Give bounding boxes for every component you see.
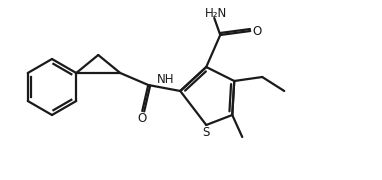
Text: O: O — [253, 24, 262, 37]
Text: H₂N: H₂N — [205, 6, 227, 19]
Text: O: O — [138, 112, 147, 125]
Text: S: S — [202, 125, 210, 138]
Text: NH: NH — [157, 73, 174, 86]
